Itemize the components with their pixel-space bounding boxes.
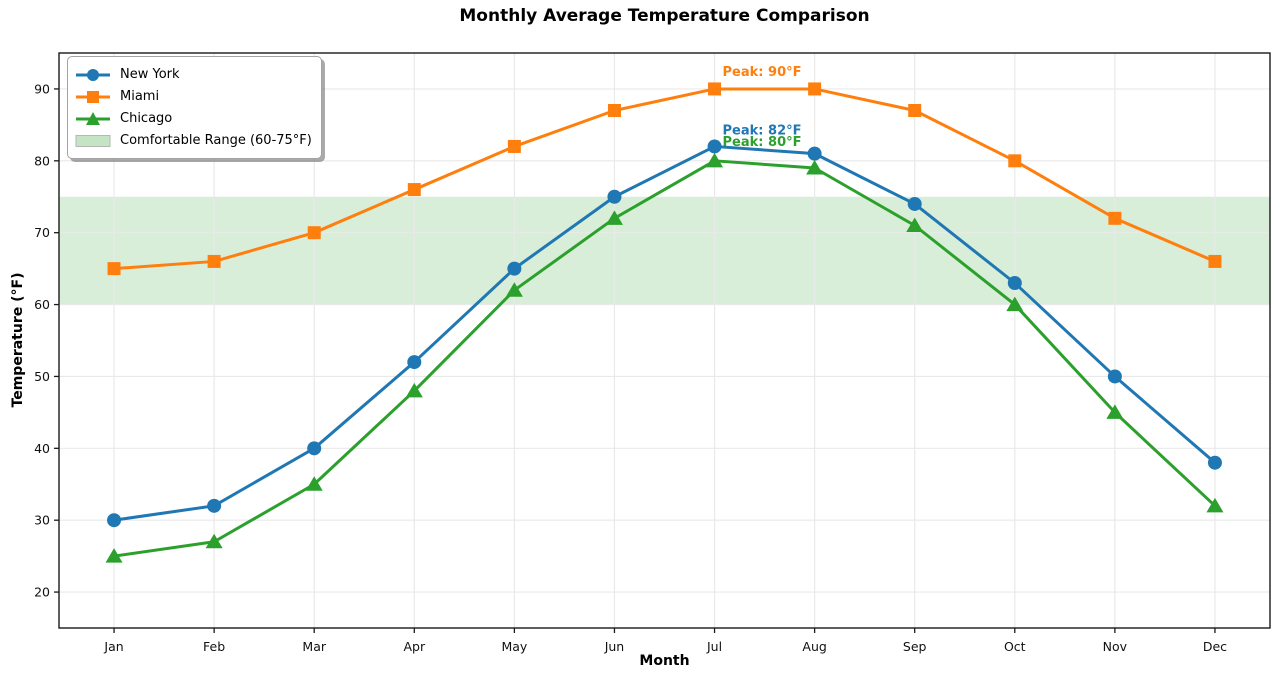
data-point-triangle [305, 476, 323, 491]
data-point-square [808, 82, 822, 96]
data-point-square [107, 262, 121, 276]
legend-item-label: Miami [120, 89, 160, 104]
data-point-triangle [706, 152, 724, 168]
x-tick-label: Mar [302, 639, 326, 654]
data-point-square [708, 82, 722, 96]
x-tick-label: Sep [903, 639, 927, 654]
data-point-circle [407, 355, 422, 370]
data-point-square [908, 104, 922, 117]
data-point-circle [207, 498, 222, 513]
data-point-square [407, 183, 421, 197]
data-point-triangle [1106, 404, 1124, 419]
data-point-triangle [505, 282, 523, 297]
data-point-circle [607, 189, 622, 204]
x-tick-label: Dec [1203, 639, 1227, 654]
data-point-circle [307, 441, 322, 456]
legend-item-label: Comfortable Range (60-75°F) [120, 133, 312, 148]
x-tick-label: Nov [1103, 639, 1128, 654]
x-tick-label: Oct [1004, 639, 1026, 654]
y-tick-label: 40 [34, 441, 50, 456]
x-tick-label: Jun [604, 639, 625, 654]
data-point-circle [507, 261, 522, 276]
band-legend-icon [75, 134, 111, 147]
data-point-square [507, 139, 521, 153]
data-point-triangle [205, 533, 223, 549]
x-tick-label: Apr [403, 639, 425, 654]
data-point-circle [707, 139, 722, 154]
peak-annotation: Peak: 90°F [723, 65, 802, 80]
data-point-circle [1207, 455, 1222, 470]
series-line [112, 159, 1217, 558]
legend-item: Miami [75, 86, 311, 107]
data-point-triangle [1006, 296, 1024, 312]
legend-item-label: New York [120, 67, 180, 82]
x-tick-label: Jul [706, 639, 722, 654]
data-point-square [607, 104, 621, 117]
data-point-triangle [906, 217, 924, 232]
x-tick-label: Feb [203, 639, 225, 654]
triangle-legend-icon [76, 111, 110, 125]
chart-title: Monthly Average Temperature Comparison [459, 6, 870, 26]
legend-item: Chicago [75, 108, 311, 129]
data-point-triangle [806, 160, 824, 175]
comfortable-range-band [59, 196, 1270, 305]
legend-item: Comfortable Range (60-75°F) [75, 130, 312, 151]
data-point-circle [107, 513, 122, 528]
peak-annotation: Peak: 82°F [723, 123, 802, 138]
x-tick-label: May [501, 639, 527, 654]
y-tick-label: 60 [34, 297, 50, 312]
y-tick-label: 70 [34, 225, 50, 240]
y-tick-label: 50 [34, 369, 50, 384]
peak-annotation: Peak: 80°F [723, 135, 802, 150]
series-new-york [107, 139, 1222, 528]
series-miami [107, 82, 1222, 276]
legend-item: New York [75, 64, 311, 85]
y-tick-label: 80 [34, 153, 50, 168]
y-tick-label: 30 [34, 513, 50, 528]
y-tick-label: 20 [34, 585, 50, 600]
data-point-square [1208, 254, 1222, 268]
legend-item-label: Chicago [120, 111, 173, 126]
circle-legend-icon [76, 68, 110, 81]
data-point-triangle [1206, 497, 1224, 513]
data-point-circle [907, 196, 922, 211]
data-point-triangle [105, 548, 123, 563]
data-point-circle [807, 146, 822, 161]
data-point-square [307, 226, 321, 240]
x-axis-title: Month [639, 653, 690, 669]
y-tick-label: 90 [34, 81, 50, 96]
data-point-square [1008, 154, 1022, 168]
series-chicago [105, 152, 1224, 563]
data-point-square [1108, 211, 1122, 225]
x-tick-label: Jan [103, 639, 123, 654]
x-tick-label: Aug [802, 639, 826, 654]
series-line [112, 144, 1217, 522]
series-line [112, 87, 1217, 271]
plot-border [58, 52, 1271, 629]
legend: New York Miami Chicago Comfortable Range (6… [67, 56, 322, 159]
data-point-triangle [405, 382, 423, 398]
data-point-triangle [605, 210, 623, 225]
data-point-square [207, 254, 221, 268]
data-point-circle [1007, 276, 1022, 290]
square-legend-icon [76, 90, 110, 103]
data-point-circle [1107, 369, 1122, 384]
